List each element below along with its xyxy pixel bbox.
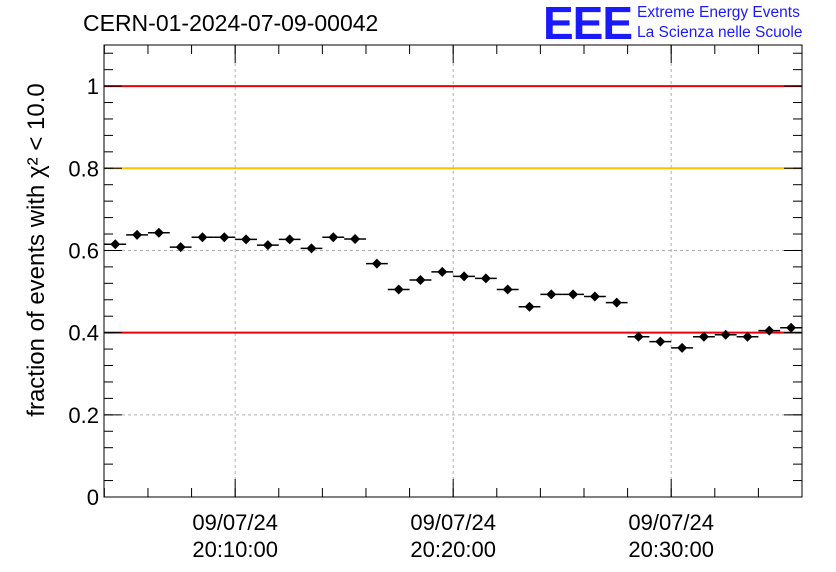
data-point (655, 336, 666, 347)
y-tick-label: 0 (87, 485, 99, 510)
logo-line-1: Extreme Energy Events (637, 4, 800, 21)
y-tick-label: 0.6 (68, 238, 99, 263)
y-tick-label: 1 (87, 74, 99, 99)
data-point (764, 325, 775, 336)
data-point (524, 301, 535, 312)
data-point (502, 284, 513, 295)
data-point (110, 239, 121, 250)
x-tick-time-label: 20:30:00 (628, 537, 714, 562)
x-tick-date-label: 09/07/24 (628, 510, 714, 535)
y-tick-label: 0.2 (68, 403, 99, 428)
data-point (677, 342, 688, 353)
data-point (589, 291, 600, 302)
data-point (371, 258, 382, 269)
data-point (415, 275, 426, 286)
data-point (568, 289, 579, 300)
data-point (459, 271, 470, 282)
data-point (328, 232, 339, 243)
y-axis-label: fraction of events with χ² < 10.0 (23, 83, 50, 416)
data-point (393, 284, 404, 295)
data-point (306, 243, 317, 254)
data-point (480, 273, 491, 284)
data-point (350, 233, 361, 244)
data-point (153, 227, 164, 238)
x-tick-time-label: 20:10:00 (192, 537, 278, 562)
data-point (698, 331, 709, 342)
data-point (742, 331, 753, 342)
x-tick-date-label: 09/07/24 (192, 510, 278, 535)
logo-line-2: La Scienza nelle Scuole (637, 24, 803, 41)
data-point (611, 297, 622, 308)
y-tick-label: 0.4 (68, 321, 99, 346)
data-point (197, 232, 208, 243)
logo-mark: EEE (543, 0, 633, 49)
data-point (720, 329, 731, 340)
data-point (241, 234, 252, 245)
data-point (175, 242, 186, 253)
data-point (262, 240, 273, 251)
data-point (786, 322, 797, 333)
x-tick-date-label: 09/07/24 (410, 510, 496, 535)
data-point (284, 234, 295, 245)
data-point (546, 289, 557, 300)
y-tick-label: 0.8 (68, 156, 99, 181)
chart-title: CERN-01-2024-07-09-00042 (83, 10, 379, 36)
data-point (437, 266, 448, 277)
x-tick-time-label: 20:20:00 (410, 537, 496, 562)
data-point (132, 229, 143, 240)
data-point (219, 232, 230, 243)
data-point (633, 331, 644, 342)
